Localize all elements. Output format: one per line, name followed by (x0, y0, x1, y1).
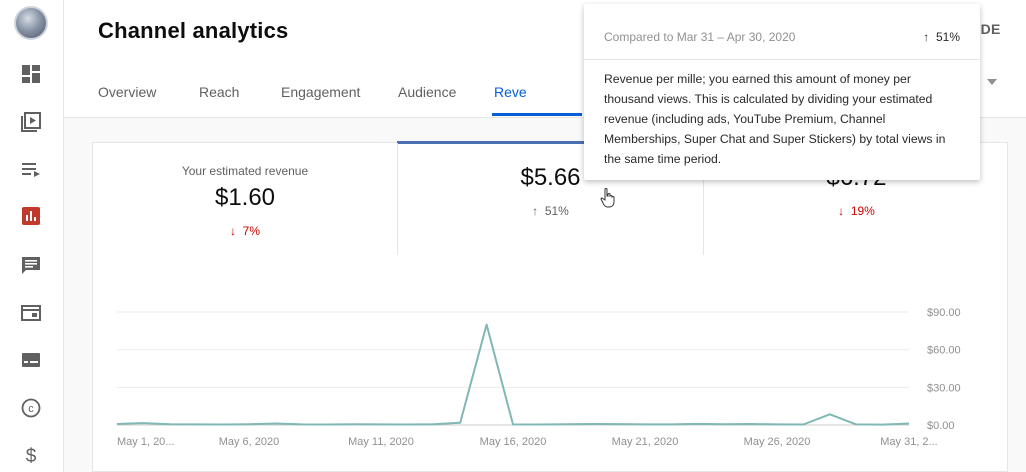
x-tick-label: May 31, 2... (880, 436, 937, 448)
analytics-icon[interactable] (20, 205, 42, 227)
data-point[interactable] (511, 422, 515, 426)
metric-label: Your estimated revenue (181, 164, 309, 178)
copyright-icon[interactable]: c (20, 397, 42, 419)
series-line-rpm[interactable] (116, 323, 910, 426)
playlist-icon[interactable] (20, 158, 42, 180)
y-tick-label: $90.00 (927, 307, 961, 319)
data-point[interactable] (801, 422, 805, 426)
sidebar: c $ (0, 0, 64, 472)
hand-cursor-icon (600, 188, 615, 208)
data-point[interactable] (194, 422, 198, 426)
data-point[interactable] (617, 422, 621, 426)
data-point[interactable] (141, 421, 145, 425)
data-point[interactable] (564, 422, 568, 426)
card-icon[interactable] (20, 302, 42, 324)
svg-text:c: c (28, 403, 34, 415)
data-point[interactable] (353, 422, 357, 426)
data-point[interactable] (458, 421, 462, 425)
divider (397, 143, 398, 255)
data-point[interactable] (775, 422, 779, 426)
data-point[interactable] (405, 422, 409, 426)
data-point[interactable] (907, 421, 911, 425)
tab-reach[interactable]: Reach (199, 84, 240, 100)
metric-delta: ↓ 7% (229, 224, 260, 238)
svg-text:$: $ (26, 446, 37, 465)
data-point[interactable] (854, 422, 858, 426)
comparison-change: ↑ 51% (923, 30, 960, 44)
tab-overview[interactable]: Overview (98, 84, 157, 100)
arrow-up-icon: ↑ (923, 30, 930, 44)
data-point[interactable] (247, 422, 251, 426)
data-point[interactable] (537, 422, 541, 426)
divider (703, 143, 704, 255)
x-tick-label: May 21, 2020 (612, 436, 679, 448)
x-tick-label: May 16, 2020 (480, 436, 547, 448)
revenue-line-chart[interactable]: $90.00 $60.00 $30.00 $0.00 May 1, 20... May 6… (93, 143, 1009, 472)
selected-metric-indicator (397, 141, 703, 144)
dollar-icon[interactable]: $ (20, 444, 42, 466)
chevron-down-icon[interactable] (984, 74, 1000, 90)
x-tick-label: May 11, 2020 (348, 436, 414, 448)
data-point[interactable] (696, 422, 700, 426)
metric-delta: ↑ 51% (532, 204, 569, 218)
metric-value: $5.66 (520, 164, 581, 191)
data-point[interactable] (273, 421, 277, 425)
data-point[interactable] (115, 422, 119, 426)
data-point[interactable] (168, 422, 172, 426)
y-tick-label: $30.00 (927, 382, 961, 394)
data-point[interactable] (485, 323, 489, 327)
data-point[interactable] (432, 422, 436, 426)
data-point[interactable] (643, 422, 647, 426)
comparison-period: Compared to Mar 31 – Apr 30, 2020 (604, 30, 796, 44)
metric-rpm[interactable]: $5.66 ↑ 51% (398, 143, 703, 255)
data-point[interactable] (221, 422, 225, 426)
data-point[interactable] (379, 422, 383, 426)
tab-audience[interactable]: Audience (398, 84, 457, 100)
arrow-up-icon: ↑ (532, 204, 539, 218)
x-tick-label: May 26, 2020 (744, 436, 811, 448)
metric-tooltip: Compared to Mar 31 – Apr 30, 2020 ↑ 51% … (584, 4, 980, 180)
comment-icon[interactable] (20, 254, 42, 276)
subtitles-icon[interactable] (20, 349, 42, 371)
video-library-icon[interactable] (20, 111, 42, 133)
arrow-down-icon: ↓ (229, 224, 236, 238)
active-tab-indicator (492, 113, 582, 116)
y-tick-label: $60.00 (927, 345, 961, 357)
arrow-down-icon: ↓ (838, 204, 845, 218)
page-title: Channel analytics (98, 18, 289, 43)
revenue-card: Your estimated revenue $1.60 ↓ 7% $5.66 … (92, 141, 1009, 472)
metric-delta: ↓ 19% (838, 204, 875, 218)
metric-estimated-revenue[interactable]: Your estimated revenue $1.60 ↓ 7% (93, 143, 397, 255)
data-point[interactable] (669, 422, 673, 426)
divider (584, 59, 980, 60)
metric-value: $1.60 (214, 184, 276, 211)
x-tick-label: May 6, 2020 (219, 436, 280, 448)
main-content: Channel analytics ANCED MODE Overview Re… (64, 0, 1026, 472)
data-point[interactable] (749, 422, 753, 426)
data-point[interactable] (828, 412, 832, 416)
data-point[interactable] (326, 422, 330, 426)
tooltip-description: Revenue per mille; you earned this amoun… (604, 72, 946, 166)
avatar[interactable] (14, 6, 48, 40)
data-point[interactable] (722, 422, 726, 426)
data-point[interactable] (881, 423, 885, 427)
tab-engagement[interactable]: Engagement (281, 84, 361, 100)
tab-revenue[interactable]: Reve (494, 84, 527, 100)
y-tick-label: $0.00 (927, 420, 955, 432)
dashboard-icon[interactable] (20, 63, 42, 85)
data-point[interactable] (590, 422, 594, 426)
x-tick-label: May 1, 20... (117, 436, 174, 448)
data-point[interactable] (300, 422, 304, 426)
